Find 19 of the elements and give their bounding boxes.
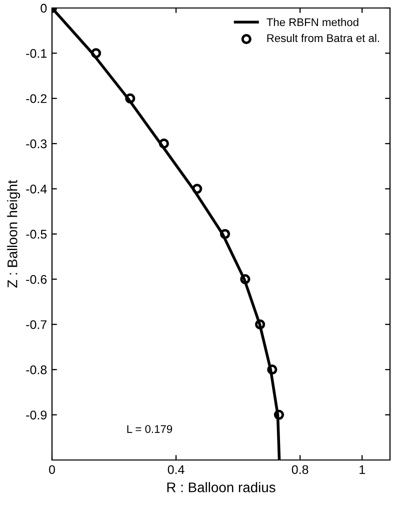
y-tick-label: -0.2: [26, 94, 47, 104]
x-tick-label: 0.8: [292, 465, 308, 474]
y-tick-label: -0.9: [26, 410, 47, 420]
y-tick-label: -0.1: [26, 49, 47, 58]
y-tick-label: -0.7: [26, 320, 47, 330]
legend-label: The RBFN method: [266, 18, 358, 26]
x-tick-label: 1: [360, 465, 365, 474]
y-tick-label: -0.3: [26, 139, 47, 148]
y-tick-label: -0.5: [26, 230, 47, 239]
y-tick-label: -0.6: [26, 275, 47, 284]
annotation: L = 0.179: [127, 425, 172, 433]
x-tick-label: 0: [49, 465, 55, 474]
y-tick-label: -0.8: [26, 365, 47, 374]
y-tick-label: 0: [40, 4, 47, 13]
y-tick-label: -0.4: [26, 184, 47, 194]
x-axis-title: R : Balloon radius: [167, 482, 276, 492]
legend-label: Result from Batra et al.: [267, 34, 379, 42]
x-tick-label: 0.4: [168, 465, 184, 474]
y-axis-title: Z : Balloon height: [7, 180, 20, 288]
